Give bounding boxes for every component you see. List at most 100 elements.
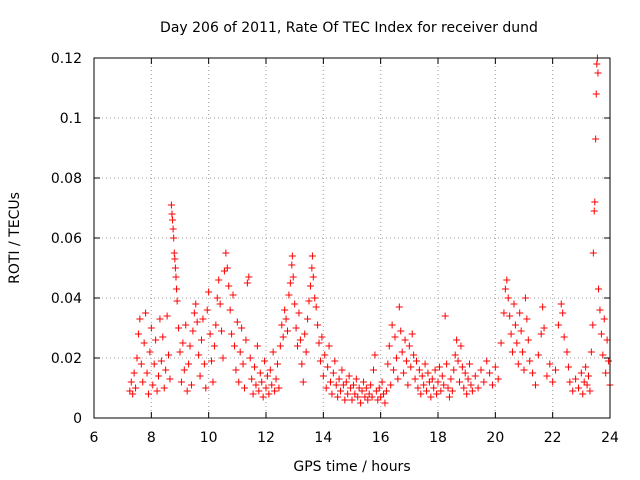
data-point (157, 357, 165, 365)
data-point (411, 375, 419, 383)
data-point (362, 384, 370, 392)
data-point (559, 309, 567, 317)
data-point (255, 387, 263, 395)
data-point (159, 333, 167, 341)
data-point (137, 360, 145, 368)
data-point (430, 384, 438, 392)
data-point (176, 348, 184, 356)
data-point (516, 309, 524, 317)
axis-ticks (93, 57, 611, 419)
data-point (488, 381, 496, 389)
data-point (510, 300, 518, 308)
data-point (143, 369, 151, 377)
data-point (192, 300, 200, 308)
data-point (537, 330, 545, 338)
data-point (171, 255, 179, 263)
data-point (500, 309, 508, 317)
data-point (321, 351, 329, 359)
data-point (325, 342, 333, 350)
data-point (170, 234, 178, 242)
data-point (213, 294, 221, 302)
data-point (597, 330, 605, 338)
data-point (468, 387, 476, 395)
data-point (273, 360, 281, 368)
data-points (126, 54, 614, 407)
data-point (232, 366, 240, 374)
data-point (589, 249, 597, 257)
data-point (344, 390, 352, 398)
y-tick-label: 0.04 (51, 291, 82, 307)
data-point (351, 390, 359, 398)
data-point (163, 312, 171, 320)
data-point (523, 315, 531, 323)
data-point (168, 210, 176, 218)
data-point (398, 348, 406, 356)
data-point (375, 384, 383, 392)
data-point (246, 354, 254, 362)
data-point (285, 291, 293, 299)
data-point (395, 303, 403, 311)
x-tick-label: 12 (257, 430, 275, 446)
data-point (306, 282, 314, 290)
y-tick-labels: 0 0.02 0.04 0.06 0.08 0.1 0.12 (51, 51, 82, 427)
data-point (294, 342, 302, 350)
data-point (456, 378, 463, 386)
data-point (331, 357, 339, 365)
data-point (543, 372, 551, 380)
data-point (345, 372, 353, 380)
data-point (149, 381, 157, 389)
data-point (337, 387, 345, 395)
data-point (189, 327, 197, 335)
data-point (600, 315, 608, 323)
data-point (281, 306, 289, 314)
y-tick-label: 0.08 (51, 171, 82, 187)
data-point (381, 399, 389, 407)
data-point (298, 360, 306, 368)
data-point (513, 339, 521, 347)
data-point (467, 381, 475, 389)
data-point (229, 291, 237, 299)
data-point (190, 309, 198, 317)
data-point (263, 372, 271, 380)
data-point (453, 336, 461, 344)
data-point (208, 357, 216, 365)
data-point (186, 342, 194, 350)
x-tick-label: 16 (372, 430, 390, 446)
data-point (177, 378, 185, 386)
data-point (552, 366, 560, 374)
data-point (169, 216, 177, 224)
data-point (259, 393, 267, 401)
data-point (520, 366, 528, 374)
data-point (228, 330, 236, 338)
data-point (445, 393, 453, 401)
data-point (299, 378, 307, 386)
data-point (334, 393, 342, 401)
data-point (243, 279, 251, 287)
data-point (529, 369, 537, 377)
data-point (592, 135, 600, 143)
data-point (262, 384, 270, 392)
data-point (425, 378, 433, 386)
data-point (574, 384, 582, 392)
data-point (374, 396, 382, 404)
data-point (354, 393, 362, 401)
data-point (443, 360, 451, 368)
data-point (390, 366, 398, 374)
data-point (483, 357, 491, 365)
data-point (282, 315, 290, 323)
data-point (585, 372, 592, 380)
data-point (292, 324, 300, 332)
data-point (209, 378, 217, 386)
data-point (175, 324, 183, 332)
data-point (347, 384, 355, 392)
data-point (506, 312, 514, 320)
data-point (358, 387, 366, 395)
data-point (271, 387, 279, 395)
data-point (414, 384, 422, 392)
data-point (239, 360, 247, 368)
data-point (384, 360, 392, 368)
data-point (451, 351, 459, 359)
data-point (202, 384, 210, 392)
data-point (341, 396, 349, 404)
grid-layer (94, 58, 610, 418)
